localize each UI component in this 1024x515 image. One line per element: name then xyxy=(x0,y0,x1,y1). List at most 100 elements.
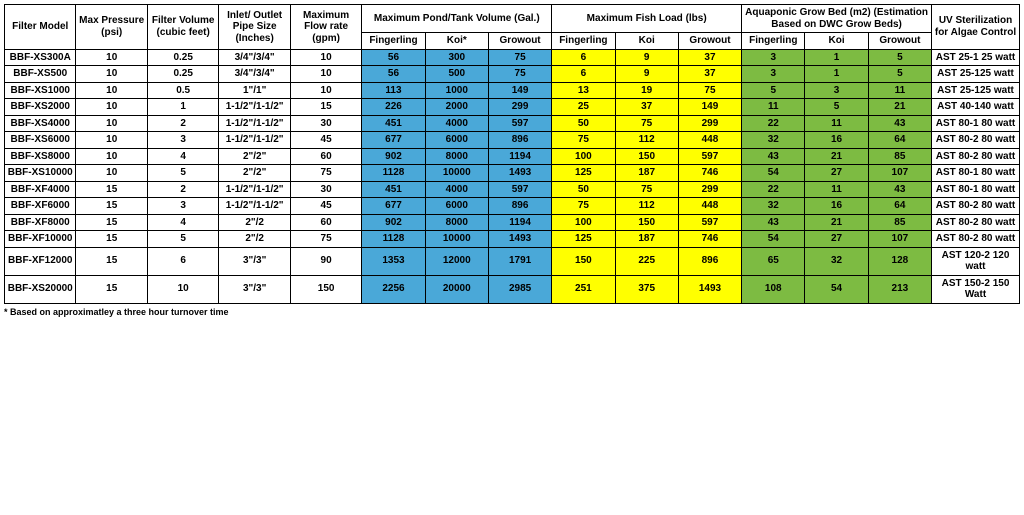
cell-pond-2: 299 xyxy=(488,99,551,116)
table-row: BBF-XS20001011-1/2"/1-1/2"15226200029925… xyxy=(5,99,1020,116)
cell-pond-2: 1493 xyxy=(488,165,551,182)
cell-fish-1: 150 xyxy=(615,148,678,165)
cell-fish-2: 896 xyxy=(678,247,741,275)
cell-pond-2: 1493 xyxy=(488,231,551,248)
cell-bed-1: 21 xyxy=(805,214,868,231)
cell-fish-0: 6 xyxy=(552,66,615,83)
cell-pressure: 15 xyxy=(76,231,147,248)
cell-bed-1: 16 xyxy=(805,132,868,149)
table-row: BBF-XF100001552"/27511281000014931251877… xyxy=(5,231,1020,248)
cell-bed-2: 64 xyxy=(868,132,931,149)
cell-uv: AST 25-1 25 watt xyxy=(932,49,1020,66)
cell-pressure: 15 xyxy=(76,247,147,275)
cell-pressure: 10 xyxy=(76,66,147,83)
cell-pond-2: 597 xyxy=(488,181,551,198)
cell-fish-0: 6 xyxy=(552,49,615,66)
cell-pond-0: 56 xyxy=(362,49,425,66)
cell-pond-1: 10000 xyxy=(425,165,488,182)
cell-model: BBF-XS6000 xyxy=(5,132,76,149)
cell-pipe: 1"/1" xyxy=(219,82,290,99)
filter-spec-table: Filter Model Max Pressure (psi) Filter V… xyxy=(4,4,1020,304)
cell-pond-1: 10000 xyxy=(425,231,488,248)
cell-pond-1: 1000 xyxy=(425,82,488,99)
cell-fish-2: 37 xyxy=(678,66,741,83)
cell-pond-1: 20000 xyxy=(425,275,488,303)
cell-volume: 5 xyxy=(147,231,218,248)
col-max-pressure: Max Pressure (psi) xyxy=(76,5,147,50)
footnote: * Based on approximatley a three hour tu… xyxy=(4,304,1020,317)
cell-flow: 75 xyxy=(290,231,361,248)
cell-bed-2: 43 xyxy=(868,181,931,198)
cell-fish-0: 100 xyxy=(552,148,615,165)
cell-fish-0: 150 xyxy=(552,247,615,275)
cell-uv: AST 80-1 80 watt xyxy=(932,115,1020,132)
cell-fish-1: 19 xyxy=(615,82,678,99)
cell-flow: 90 xyxy=(290,247,361,275)
sub-pond-growout: Growout xyxy=(488,33,551,50)
cell-bed-0: 54 xyxy=(742,165,805,182)
cell-bed-2: 85 xyxy=(868,148,931,165)
table-row: BBF-XS1000100.51"/1"10113100014913197553… xyxy=(5,82,1020,99)
sub-bed-koi: Koi xyxy=(805,33,868,50)
cell-volume: 2 xyxy=(147,115,218,132)
cell-bed-0: 43 xyxy=(742,148,805,165)
cell-pond-0: 1128 xyxy=(362,231,425,248)
cell-model: BBF-XF12000 xyxy=(5,247,76,275)
cell-pond-1: 6000 xyxy=(425,132,488,149)
cell-pressure: 10 xyxy=(76,99,147,116)
cell-volume: 0.5 xyxy=(147,82,218,99)
cell-bed-2: 5 xyxy=(868,66,931,83)
cell-fish-2: 299 xyxy=(678,181,741,198)
cell-uv: AST 120-2 120 watt xyxy=(932,247,1020,275)
cell-pond-0: 902 xyxy=(362,214,425,231)
cell-model: BBF-XF8000 xyxy=(5,214,76,231)
cell-flow: 45 xyxy=(290,132,361,149)
table-row: BBF-XF40001521-1/2"/1-1/2"30451400059750… xyxy=(5,181,1020,198)
cell-pond-0: 226 xyxy=(362,99,425,116)
cell-fish-0: 125 xyxy=(552,231,615,248)
cell-bed-0: 11 xyxy=(742,99,805,116)
col-group-fish-load: Maximum Fish Load (lbs) xyxy=(552,5,742,33)
cell-fish-1: 187 xyxy=(615,231,678,248)
cell-bed-0: 32 xyxy=(742,132,805,149)
cell-volume: 3 xyxy=(147,132,218,149)
cell-flow: 10 xyxy=(290,82,361,99)
table-row: BBF-XF120001563"/3"901353120001791150225… xyxy=(5,247,1020,275)
cell-pressure: 15 xyxy=(76,198,147,215)
cell-model: BBF-XS300A xyxy=(5,49,76,66)
cell-pond-1: 4000 xyxy=(425,181,488,198)
cell-fish-0: 75 xyxy=(552,132,615,149)
cell-pipe: 3"/3" xyxy=(219,275,290,303)
cell-model: BBF-XS4000 xyxy=(5,115,76,132)
cell-volume: 1 xyxy=(147,99,218,116)
cell-uv: AST 80-2 80 watt xyxy=(932,132,1020,149)
table-body: BBF-XS300A100.253/4"/3/4"105630075693731… xyxy=(5,49,1020,303)
cell-volume: 0.25 xyxy=(147,66,218,83)
cell-bed-1: 54 xyxy=(805,275,868,303)
cell-pipe: 2"/2" xyxy=(219,148,290,165)
cell-bed-1: 32 xyxy=(805,247,868,275)
cell-fish-1: 225 xyxy=(615,247,678,275)
cell-pond-1: 6000 xyxy=(425,198,488,215)
cell-model: BBF-XS1000 xyxy=(5,82,76,99)
cell-pipe: 2"/2 xyxy=(219,214,290,231)
cell-pond-2: 1194 xyxy=(488,148,551,165)
cell-pond-2: 896 xyxy=(488,198,551,215)
sub-fish-koi: Koi xyxy=(615,33,678,50)
cell-fish-0: 125 xyxy=(552,165,615,182)
col-pipe-size: Inlet/ Outlet Pipe Size (Inches) xyxy=(219,5,290,50)
sub-fish-fingerling: Fingerling xyxy=(552,33,615,50)
cell-fish-1: 37 xyxy=(615,99,678,116)
cell-fish-0: 75 xyxy=(552,198,615,215)
cell-pressure: 10 xyxy=(76,49,147,66)
cell-pond-1: 12000 xyxy=(425,247,488,275)
cell-volume: 4 xyxy=(147,148,218,165)
cell-fish-0: 50 xyxy=(552,115,615,132)
cell-pond-0: 451 xyxy=(362,115,425,132)
cell-bed-0: 22 xyxy=(742,181,805,198)
cell-fish-0: 50 xyxy=(552,181,615,198)
cell-fish-0: 100 xyxy=(552,214,615,231)
cell-uv: AST 80-2 80 watt xyxy=(932,214,1020,231)
cell-fish-1: 9 xyxy=(615,49,678,66)
cell-bed-1: 16 xyxy=(805,198,868,215)
